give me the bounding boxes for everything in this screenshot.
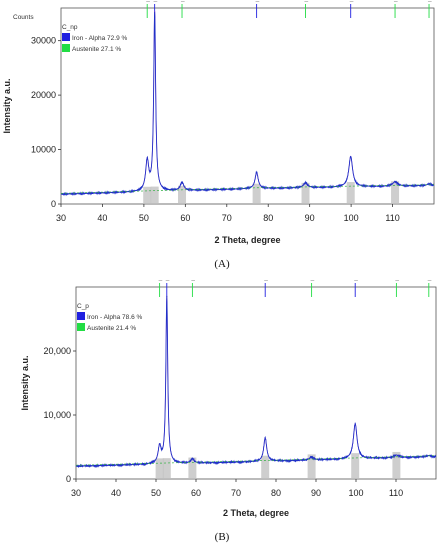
y-axis-label: Intensity a.u. <box>20 355 30 410</box>
legend-entry: Austenite 21.4 % <box>87 325 136 332</box>
intensity-series <box>60 11 435 197</box>
reference-bar <box>150 186 159 204</box>
phase-marker-tick: ¯ <box>255 0 260 8</box>
phase-marker-tick: ¯ <box>190 279 195 287</box>
panel-label: (B) <box>215 531 230 543</box>
phase-marker-tick: ¯ <box>165 279 170 287</box>
legend-entry: Iron - Alpha 72.9 % <box>72 35 128 42</box>
fit-curve <box>76 296 437 467</box>
phase-marker-tick: ¯ <box>427 279 432 287</box>
x-tick-label: 100 <box>348 488 363 498</box>
x-tick-label: 30 <box>71 488 81 498</box>
x-tick-label: 80 <box>271 488 281 498</box>
y-tick-label: 20000 <box>31 90 56 100</box>
phase-marker-tick: ¯ <box>427 0 432 8</box>
y-tick-label: 0 <box>66 474 71 484</box>
sample-label: C_p <box>77 303 89 310</box>
plot-frame <box>60 7 435 205</box>
x-tick-label: 60 <box>180 213 190 223</box>
x-axis-label: 2 Theta, degree <box>214 235 280 245</box>
reference-bar <box>155 458 164 479</box>
reference-bar <box>188 457 197 479</box>
phase-marker-tick: ¯ <box>393 0 398 8</box>
reference-bar <box>178 185 187 204</box>
legend-entry: Austenite 27.1 % <box>72 46 121 53</box>
y-tick-label: 0 <box>51 199 56 209</box>
sample-label: C_np <box>62 24 78 31</box>
x-tick-label: 60 <box>191 488 201 498</box>
x-tick-label: 40 <box>97 213 107 223</box>
x-tick-label: 90 <box>305 213 315 223</box>
xrd-panel-b: ¯ ¯ ¯¯ ¯ ¯ ¯ ¯30 40 50 60 70 80 90 100 110010,00020,00… <box>20 279 437 543</box>
y-axis-label: Intensity a.u. <box>2 78 12 133</box>
panel-label: (A) <box>214 258 230 270</box>
background-line <box>75 455 437 466</box>
intensity-series <box>75 295 437 469</box>
phase-marker-tick: ¯ <box>349 0 354 8</box>
x-axis-label: 2 Theta, degree <box>223 508 289 518</box>
y-tick-label: 10,000 <box>43 410 71 420</box>
x-tick-label: 70 <box>231 488 241 498</box>
reference-bar <box>346 182 355 204</box>
phase-marker-tick: ¯ <box>394 279 399 287</box>
legend-swatch <box>77 312 85 320</box>
reference-bar <box>301 182 310 204</box>
legend-swatch <box>62 44 70 52</box>
x-tick-label: 110 <box>389 488 403 498</box>
reference-bar <box>252 183 261 204</box>
y-tick-label: 30000 <box>31 36 56 46</box>
counts-label: Counts <box>13 14 34 21</box>
x-tick-label: 40 <box>111 488 121 498</box>
reference-bar <box>392 451 401 479</box>
y-tick-label: 10000 <box>31 145 56 155</box>
legend-swatch <box>62 33 70 41</box>
legend-entry: Iron - Alpha 78.6 % <box>87 314 143 321</box>
phase-marker-tick: ¯ <box>310 279 315 287</box>
plot-frame <box>75 286 437 480</box>
x-tick-label: 50 <box>151 488 161 498</box>
xrd-panel-a: ¯ ¯ ¯¯ ¯ ¯ ¯ ¯30 40 50 60 70 80 90 100 110010000200003… <box>2 0 435 270</box>
phase-marker-tick: ¯ <box>145 0 150 8</box>
x-tick-label: 50 <box>139 213 149 223</box>
reference-bar <box>162 458 171 479</box>
x-tick-label: 80 <box>263 213 273 223</box>
phase-marker-tick: ¯ <box>180 0 185 8</box>
reference-bar <box>307 454 316 479</box>
reference-bar <box>261 455 270 479</box>
phase-marker-tick: ¯ <box>158 279 163 287</box>
phase-marker-tick: ¯ <box>304 0 309 8</box>
reference-bar <box>143 186 152 204</box>
x-tick-label: 30 <box>56 213 66 223</box>
reference-bar <box>351 453 360 479</box>
x-tick-label: 110 <box>385 213 399 223</box>
x-tick-label: 70 <box>222 213 232 223</box>
legend-swatch <box>77 323 85 331</box>
reference-bar <box>391 181 400 204</box>
phase-marker-tick: ¯ <box>353 279 358 287</box>
phase-marker-tick: ¯ <box>153 0 158 8</box>
x-tick-label: 100 <box>344 213 359 223</box>
y-tick-label: 20,000 <box>43 346 71 356</box>
x-tick-label: 90 <box>311 488 321 498</box>
phase-marker-tick: ¯ <box>263 279 268 287</box>
